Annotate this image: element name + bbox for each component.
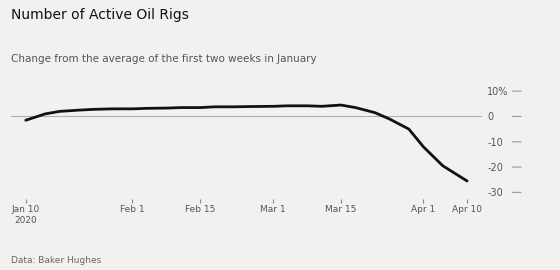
Text: Number of Active Oil Rigs: Number of Active Oil Rigs (11, 8, 189, 22)
Text: Data: Baker Hughes: Data: Baker Hughes (11, 256, 101, 265)
Text: Change from the average of the first two weeks in January: Change from the average of the first two… (11, 54, 317, 64)
